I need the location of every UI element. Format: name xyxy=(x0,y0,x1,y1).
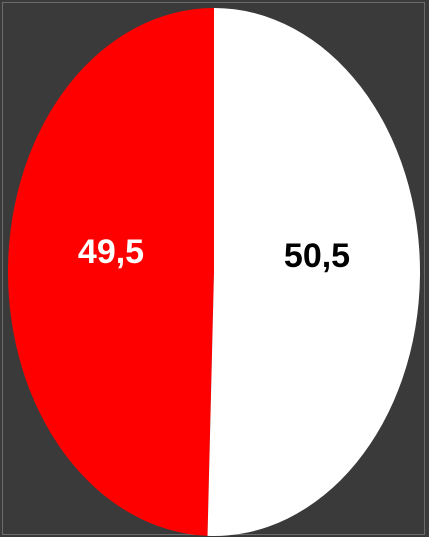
pie-slice-red xyxy=(7,8,214,536)
pie-slice-white xyxy=(207,8,420,536)
data-label-red-slice: 49,5 xyxy=(78,233,144,271)
data-label-white-slice: 50,5 xyxy=(284,237,350,275)
